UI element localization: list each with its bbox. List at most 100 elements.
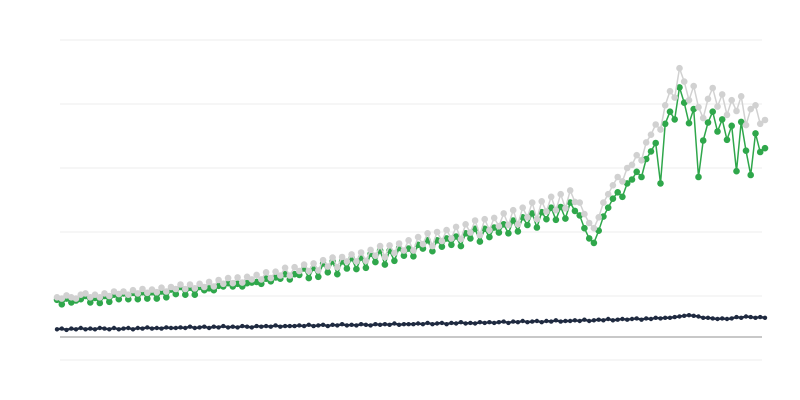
navy-series-point	[530, 319, 535, 324]
gray-series-point	[500, 210, 508, 217]
navy-series-point	[658, 316, 663, 321]
navy-series-point	[496, 320, 502, 325]
navy-series-point	[154, 325, 159, 331]
green-series-point	[106, 298, 113, 306]
navy-series-point	[59, 326, 64, 331]
navy-series-point	[701, 315, 706, 320]
navy-series-point	[373, 322, 378, 327]
navy-series-point	[164, 325, 169, 330]
navy-series-point	[73, 327, 79, 332]
navy-series-point	[316, 323, 321, 328]
gray-series-point	[395, 240, 403, 247]
green-series-point	[305, 274, 313, 282]
navy-series-point	[149, 326, 155, 331]
green-series-point	[172, 290, 180, 298]
green-series-point	[58, 301, 66, 308]
navy-series-point	[406, 322, 411, 327]
gray-series-point	[718, 91, 726, 98]
navy-series-point	[724, 316, 730, 322]
navy-series-point	[273, 323, 278, 328]
navy-series-point	[715, 316, 720, 322]
navy-series-point	[743, 314, 749, 319]
navy-series-point	[259, 324, 264, 329]
navy-series-point	[107, 327, 112, 332]
navy-series-point	[625, 317, 630, 322]
green-series-point	[562, 215, 569, 222]
gray-series-point	[695, 103, 702, 111]
navy-series-point	[563, 318, 568, 324]
navy-series-point	[173, 325, 178, 331]
navy-series-point	[758, 314, 763, 320]
green-series-point	[571, 207, 579, 215]
navy-series-point	[54, 327, 60, 332]
green-series-point	[410, 252, 417, 260]
navy-series-point	[487, 320, 492, 325]
green-series-point	[486, 233, 493, 241]
gray-series-point	[215, 276, 222, 284]
gray-series-point	[381, 253, 389, 261]
gray-series-point	[319, 256, 327, 264]
navy-series-point	[606, 316, 611, 322]
green-series-point	[224, 279, 232, 287]
gray-series-point	[414, 233, 422, 241]
navy-series-point	[396, 322, 402, 327]
gray-series-point	[581, 210, 588, 218]
gray-series-point	[229, 279, 237, 287]
green-series-point	[362, 264, 370, 272]
navy-series-point	[549, 319, 554, 324]
gray-series-point	[457, 235, 465, 243]
gray-series-point	[661, 102, 669, 109]
gray-series-point	[709, 84, 716, 92]
green-series-point	[633, 168, 640, 176]
navy-series-point	[610, 318, 616, 323]
green-series-point	[652, 139, 659, 147]
gray-series-point	[647, 131, 655, 138]
gray-series-point	[429, 242, 436, 250]
green-series-point	[87, 299, 94, 306]
navy-series-point	[629, 316, 635, 322]
gray-series-point	[547, 193, 555, 201]
navy-series-point	[648, 316, 654, 322]
green-series-point	[334, 270, 341, 278]
navy-series-point	[339, 322, 345, 327]
gray-series-point	[376, 242, 384, 250]
gray-series-point	[452, 223, 460, 231]
navy-series-point	[644, 316, 649, 321]
gray-series-point	[305, 267, 313, 275]
navy-series-point	[667, 315, 673, 320]
navy-series-point	[178, 325, 183, 330]
navy-series-point	[111, 325, 117, 331]
navy-series-point	[582, 317, 587, 322]
green-series-point	[505, 230, 512, 237]
navy-series-point	[729, 316, 734, 321]
green-series-point	[761, 144, 769, 152]
gray-series-point	[509, 206, 517, 214]
gray-series-point	[224, 274, 232, 282]
green-series-point	[381, 261, 389, 268]
navy-series-point	[358, 322, 364, 327]
navy-series-point	[249, 325, 254, 330]
gray-series-point	[519, 204, 526, 211]
gray-series-point	[628, 161, 636, 169]
green-series-point	[400, 252, 408, 259]
gray-series-point	[761, 116, 769, 124]
gray-series-point	[172, 285, 180, 293]
green-series-line	[56, 86, 766, 306]
gray-series-point	[505, 221, 512, 229]
navy-series-point	[415, 321, 421, 326]
gray-series-point	[405, 237, 412, 244]
gray-series-point	[262, 269, 270, 276]
navy-series-point	[140, 326, 145, 331]
gray-series-point	[704, 95, 712, 103]
navy-series-point	[568, 318, 573, 324]
green-series-point	[676, 84, 683, 91]
gray-series-point	[362, 257, 370, 265]
gridlines	[60, 39, 762, 361]
navy-series-point	[126, 325, 131, 331]
green-series-point	[685, 119, 693, 127]
navy-series-point	[192, 325, 197, 331]
navy-series-point	[121, 326, 126, 331]
navy-series-point	[539, 320, 544, 325]
gray-series-point	[676, 64, 683, 72]
